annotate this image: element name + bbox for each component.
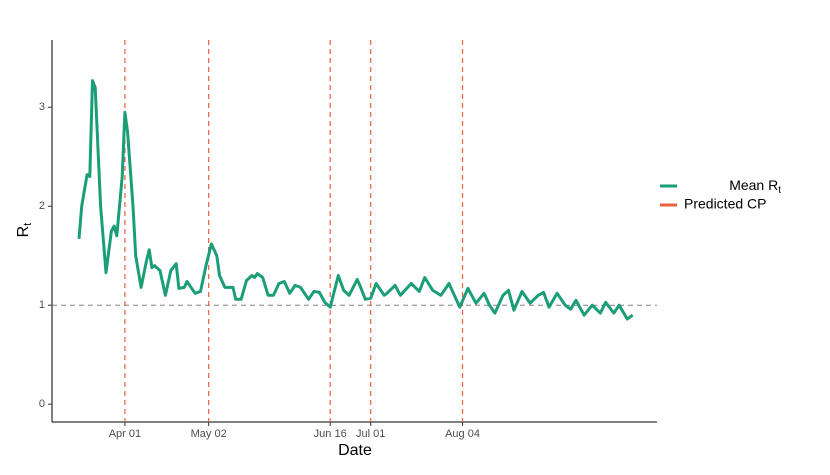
x-tick-label: Aug 04 <box>445 428 480 440</box>
x-tick-label: Apr 01 <box>109 428 141 440</box>
y-tick-label: 1 <box>39 299 45 311</box>
legend-subscript: t <box>778 185 781 196</box>
y-label-text: R <box>15 226 32 238</box>
legend-text: Mean R <box>729 177 778 193</box>
data-line <box>77 79 634 321</box>
x-tick-label: Jun 16 <box>314 428 347 440</box>
y-tick-label: 0 <box>39 398 45 410</box>
y-tick-label: 3 <box>39 101 45 113</box>
y-tick-label: 2 <box>39 200 45 212</box>
y-axis-label: Rt <box>15 223 34 238</box>
legend-label: Mean Rt <box>729 177 781 196</box>
x-tick-label: Jul 01 <box>356 428 385 440</box>
y-label-subscript: t <box>22 223 34 226</box>
legend-label: Predicted CP <box>684 196 766 212</box>
x-tick-label: May 02 <box>191 428 227 440</box>
x-axis-label: Date <box>338 442 372 459</box>
